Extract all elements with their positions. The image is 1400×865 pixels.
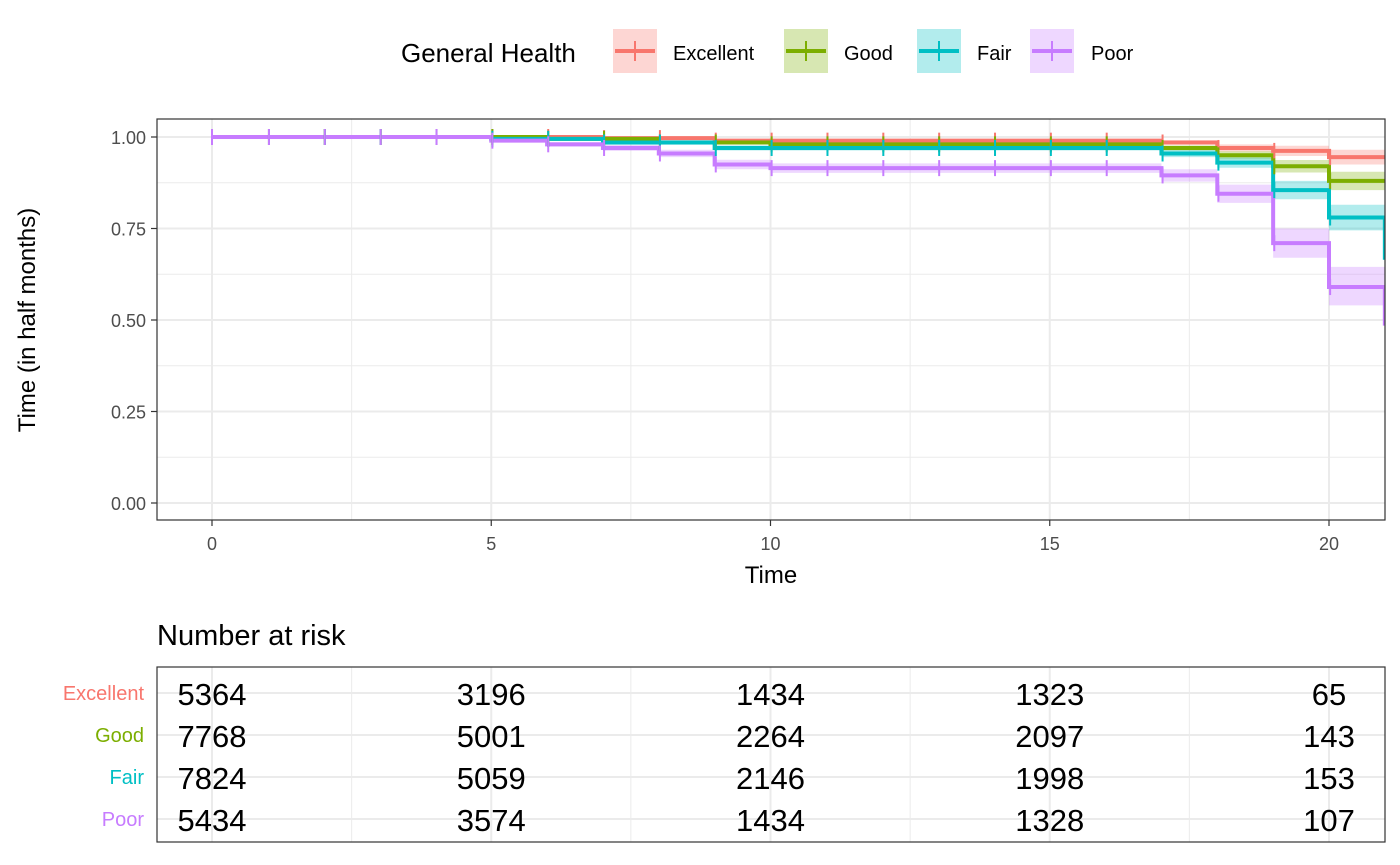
risk-cell-excellent: 1434 — [736, 677, 805, 712]
risk-cell-excellent: 65 — [1312, 677, 1346, 712]
censor-marks — [211, 129, 1385, 332]
x-axis-label: Time — [745, 562, 797, 589]
x-tick-label: 20 — [1319, 534, 1339, 554]
y-tick-label: 0.25 — [111, 403, 146, 423]
y-tick-label: 0.50 — [111, 311, 146, 331]
survival-curve-fair — [212, 135, 1385, 260]
risk-table-title: Number at risk — [157, 620, 346, 652]
legend-item-poor: Poor — [1030, 29, 1134, 73]
risk-cell-fair: 1998 — [1015, 761, 1084, 796]
risk-cell-good: 2264 — [736, 719, 805, 754]
y-axis-label: Time (in half months) — [14, 208, 41, 433]
x-tick-label: 5 — [486, 534, 496, 554]
risk-cell-fair: 2146 — [736, 761, 805, 796]
risk-cell-fair: 7824 — [178, 761, 247, 796]
legend-items: Excellent Good Fair Poor — [613, 29, 1134, 73]
y-tick-label: 1.00 — [111, 128, 146, 148]
x-axis-ticks: 0 5 10 15 20 — [207, 520, 1339, 554]
y-tick-label: 0.00 — [111, 494, 146, 514]
x-tick-label: 15 — [1040, 534, 1060, 554]
risk-cell-good: 7768 — [178, 719, 247, 754]
plot-area: 0 5 10 15 20 0.00 0.25 0.50 0.75 1.00 Time Time … — [14, 118, 1386, 589]
x-tick-label: 10 — [760, 534, 780, 554]
risk-cell-fair: 153 — [1303, 761, 1355, 796]
risk-table-grid — [157, 667, 1385, 842]
risk-cell-good: 2097 — [1015, 719, 1084, 754]
survival-curves — [212, 135, 1385, 326]
risk-cell-excellent: 1323 — [1015, 677, 1084, 712]
survival-curve-poor — [212, 135, 1385, 326]
risk-cell-poor: 5434 — [178, 803, 247, 838]
risk-row-label-excellent: Excellent — [63, 683, 145, 705]
risk-cell-poor: 1328 — [1015, 803, 1084, 838]
risk-cell-good: 5001 — [457, 719, 526, 754]
legend-title: General Health — [401, 38, 576, 68]
legend-label: Poor — [1091, 43, 1134, 65]
risk-row-label-poor: Poor — [102, 809, 145, 831]
risk-cell-poor: 3574 — [457, 803, 526, 838]
risk-cell-poor: 107 — [1303, 803, 1355, 838]
risk-table-cells: 5364 3196 1434 1323 65 7768 5001 2264 2097 143 782… — [178, 677, 1355, 838]
x-tick-label: 0 — [207, 534, 217, 554]
y-tick-label: 0.75 — [111, 220, 146, 240]
legend-item-fair: Fair — [917, 29, 1012, 73]
risk-row-label-good: Good — [95, 725, 144, 747]
risk-cell-fair: 5059 — [457, 761, 526, 796]
risk-table-row-labels: Excellent Good Fair Poor — [63, 683, 145, 831]
risk-cell-excellent: 3196 — [457, 677, 526, 712]
legend-label: Excellent — [673, 43, 755, 65]
risk-table-border — [156, 666, 1386, 843]
legend-item-good: Good — [784, 29, 893, 73]
legend-label: Fair — [977, 43, 1012, 65]
legend-label: Good — [844, 43, 893, 65]
risk-table: Number at risk 5364 3196 1434 1323 65 7768 500… — [63, 620, 1386, 843]
y-axis-ticks: 0.00 0.25 0.50 0.75 1.00 — [111, 128, 157, 514]
legend: General Health Excellent Good Fair Poor — [401, 29, 1134, 73]
risk-cell-good: 143 — [1303, 719, 1355, 754]
legend-item-excellent: Excellent — [613, 29, 755, 73]
risk-row-label-fair: Fair — [110, 767, 145, 789]
risk-cell-excellent: 5364 — [178, 677, 247, 712]
risk-cell-poor: 1434 — [736, 803, 805, 838]
grid-lines — [157, 119, 1385, 520]
